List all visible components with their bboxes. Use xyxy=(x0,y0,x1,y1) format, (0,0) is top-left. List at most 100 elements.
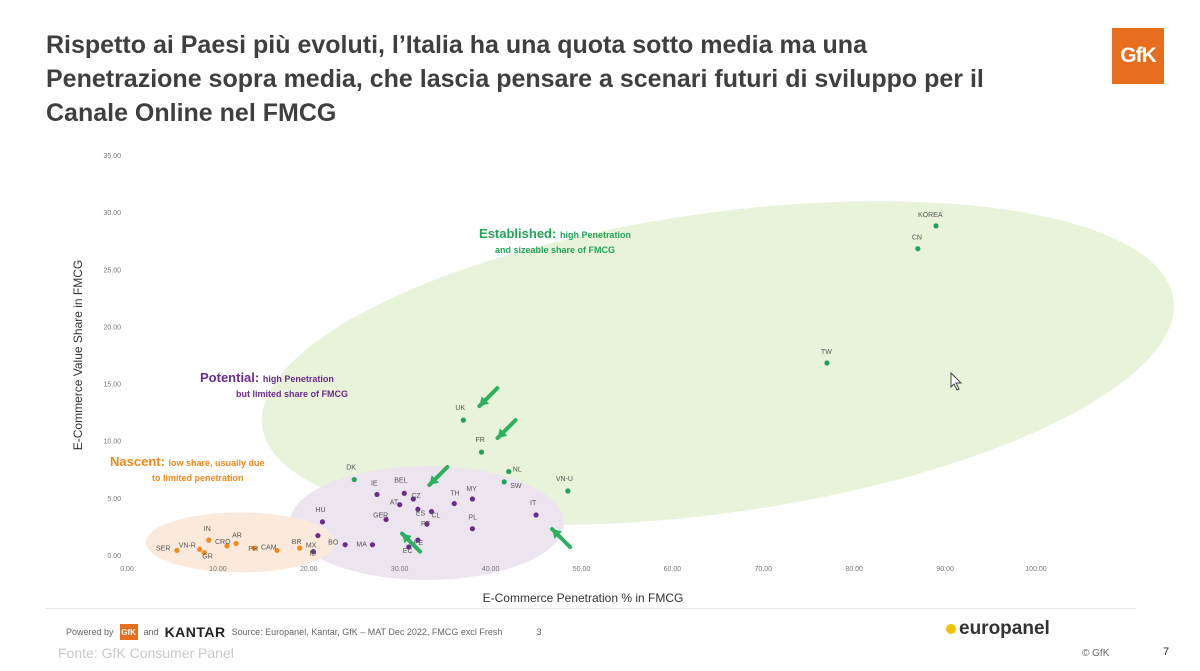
y-tick-label: 10.00 xyxy=(103,439,121,446)
point-label-ar: AR xyxy=(232,533,242,540)
point-label-korea: KOREA xyxy=(918,212,943,219)
y-tick-label: 35.00 xyxy=(103,153,121,160)
copyright: © GfK xyxy=(1082,648,1110,659)
point-label-ma: MA xyxy=(356,542,367,549)
arrow-fr-head xyxy=(497,428,508,439)
source-text: Source: Europanel, Kantar, GfK – MAT Dec… xyxy=(231,627,503,637)
point-label-nl: NL xyxy=(513,467,522,474)
established-label-line-1: Established: high Penetration xyxy=(479,226,631,241)
point-pl xyxy=(469,526,476,532)
gfk-logo: GfK xyxy=(1112,28,1164,84)
point-es xyxy=(415,506,421,512)
data-points: KOREA CN TW UK FR NL SW VN-U DK IE BEL CZ AT TH MY ES CL… xyxy=(156,212,943,561)
point-label-ec: EC xyxy=(403,548,413,555)
point-cn xyxy=(915,246,921,252)
y-tick-label: 15.00 xyxy=(103,382,121,389)
scatter-chart: 0.00 5.00 10.00 15.00 20.00 25.00 30.00 35.00 0.… xyxy=(71,153,1174,605)
point-sw xyxy=(501,479,507,485)
and-label: and xyxy=(143,627,159,637)
highlight-arrows xyxy=(400,386,573,554)
point-label-pl: PL xyxy=(468,515,477,522)
x-tick-label: 70.00 xyxy=(755,566,773,573)
chart-axes: 0.00 5.00 10.00 15.00 20.00 25.00 30.00 35.00 0.… xyxy=(103,153,1046,573)
title-line-1: Rispetto ai Paesi più evoluti, l’Italia … xyxy=(46,31,867,59)
arrow-uk-head xyxy=(479,396,490,407)
point-it xyxy=(533,512,539,518)
europanel-logo: europanel xyxy=(946,618,1050,640)
nascent-region xyxy=(145,512,336,573)
point-ger xyxy=(383,516,389,523)
y-tick-label: 0.00 xyxy=(107,553,121,560)
mouse-cursor-icon xyxy=(950,371,963,391)
powered-by-label: Powered by xyxy=(66,627,114,637)
point-bo xyxy=(342,542,348,548)
gfk-mini-logo: GfK xyxy=(119,624,138,640)
point-label-id: ID xyxy=(309,551,316,558)
point-my xyxy=(469,496,476,502)
x-tick-label: 60.00 xyxy=(664,566,682,573)
europanel-text: europanel xyxy=(959,618,1050,639)
point-label-pe: PE xyxy=(414,540,424,547)
point-label-th: TH xyxy=(450,491,459,498)
point-cro xyxy=(224,543,230,549)
y-tick-label: 25.00 xyxy=(103,267,121,274)
point-label-ser: SER xyxy=(156,545,170,552)
nascent-label-bold: Nascent: xyxy=(110,454,169,469)
y-tick-label: 30.00 xyxy=(103,210,121,217)
point-label-cn: CN xyxy=(912,235,922,242)
potential-label-line-2: but limited share of FMCG xyxy=(236,389,348,399)
x-tick-label: 10.00 xyxy=(209,566,227,573)
x-tick-label: 40.00 xyxy=(482,566,500,573)
point-label-es: ES xyxy=(416,510,426,517)
nascent-label-line-1: Nascent: low share, usually due xyxy=(110,454,265,469)
point-label-bel: BEL xyxy=(394,477,407,484)
point-ec xyxy=(406,544,412,550)
footer-source: Powered by GfK and KANTAR Source: Europa… xyxy=(66,624,541,640)
x-tick-label: 90.00 xyxy=(936,566,954,573)
point-korea xyxy=(933,223,939,229)
point-nl xyxy=(506,468,512,475)
established-label-bold: Established: xyxy=(479,226,560,241)
point-label-hu: HU xyxy=(315,507,325,514)
point-label-sw: SW xyxy=(510,483,522,490)
point-cz xyxy=(410,496,416,502)
point-label-vn-r: VN-R xyxy=(179,542,196,549)
point-mx xyxy=(315,532,321,539)
point-label-cro: CRO xyxy=(215,539,231,546)
point-vn-r xyxy=(197,546,203,552)
point-label-ger: GER xyxy=(373,513,388,520)
established-label-line-2: and sizeable share of FMCG xyxy=(495,245,615,255)
x-tick-label: 0.00 xyxy=(120,566,134,573)
arrow-cz-head xyxy=(429,475,440,485)
potential-label-line-1: Potential: high Penetration xyxy=(200,370,334,385)
point-tw xyxy=(824,360,830,366)
established-region xyxy=(261,201,1174,525)
point-label-my: MY xyxy=(466,486,477,493)
point-label-cam: CAM xyxy=(261,544,277,551)
point-gr xyxy=(201,550,207,556)
x-tick-label: 50.00 xyxy=(573,566,591,573)
point-bel xyxy=(401,490,407,496)
point-fr xyxy=(478,449,485,455)
point-label-ph: PH xyxy=(248,546,258,553)
potential-label-bold: Potential: xyxy=(200,370,263,385)
group-ellipses xyxy=(145,201,1174,580)
point-label-br: BR xyxy=(292,539,302,546)
point-label-cz: CZ xyxy=(411,493,421,500)
point-label-pt: PT xyxy=(421,521,431,528)
nascent-label-line-2: to limited penetration xyxy=(152,473,244,483)
y-axis-label: E-Commerce Value Share in FMCG xyxy=(71,260,85,451)
point-ser xyxy=(174,547,180,554)
point-cl xyxy=(428,508,435,515)
point-br xyxy=(297,545,303,551)
nascent-label-rest: low share, usually due xyxy=(169,458,265,468)
title-line-3: Canale Online nel FMCG xyxy=(46,99,337,127)
point-ma xyxy=(369,542,376,548)
x-tick-label: 30.00 xyxy=(391,566,409,573)
point-label-bo: BO xyxy=(328,540,339,547)
point-cam xyxy=(274,547,280,554)
point-label-it: IT xyxy=(530,500,537,507)
x-tick-label: 100.00 xyxy=(1025,566,1047,573)
point-label-uk: UK xyxy=(455,405,465,412)
point-label-fr: FR xyxy=(476,437,485,444)
